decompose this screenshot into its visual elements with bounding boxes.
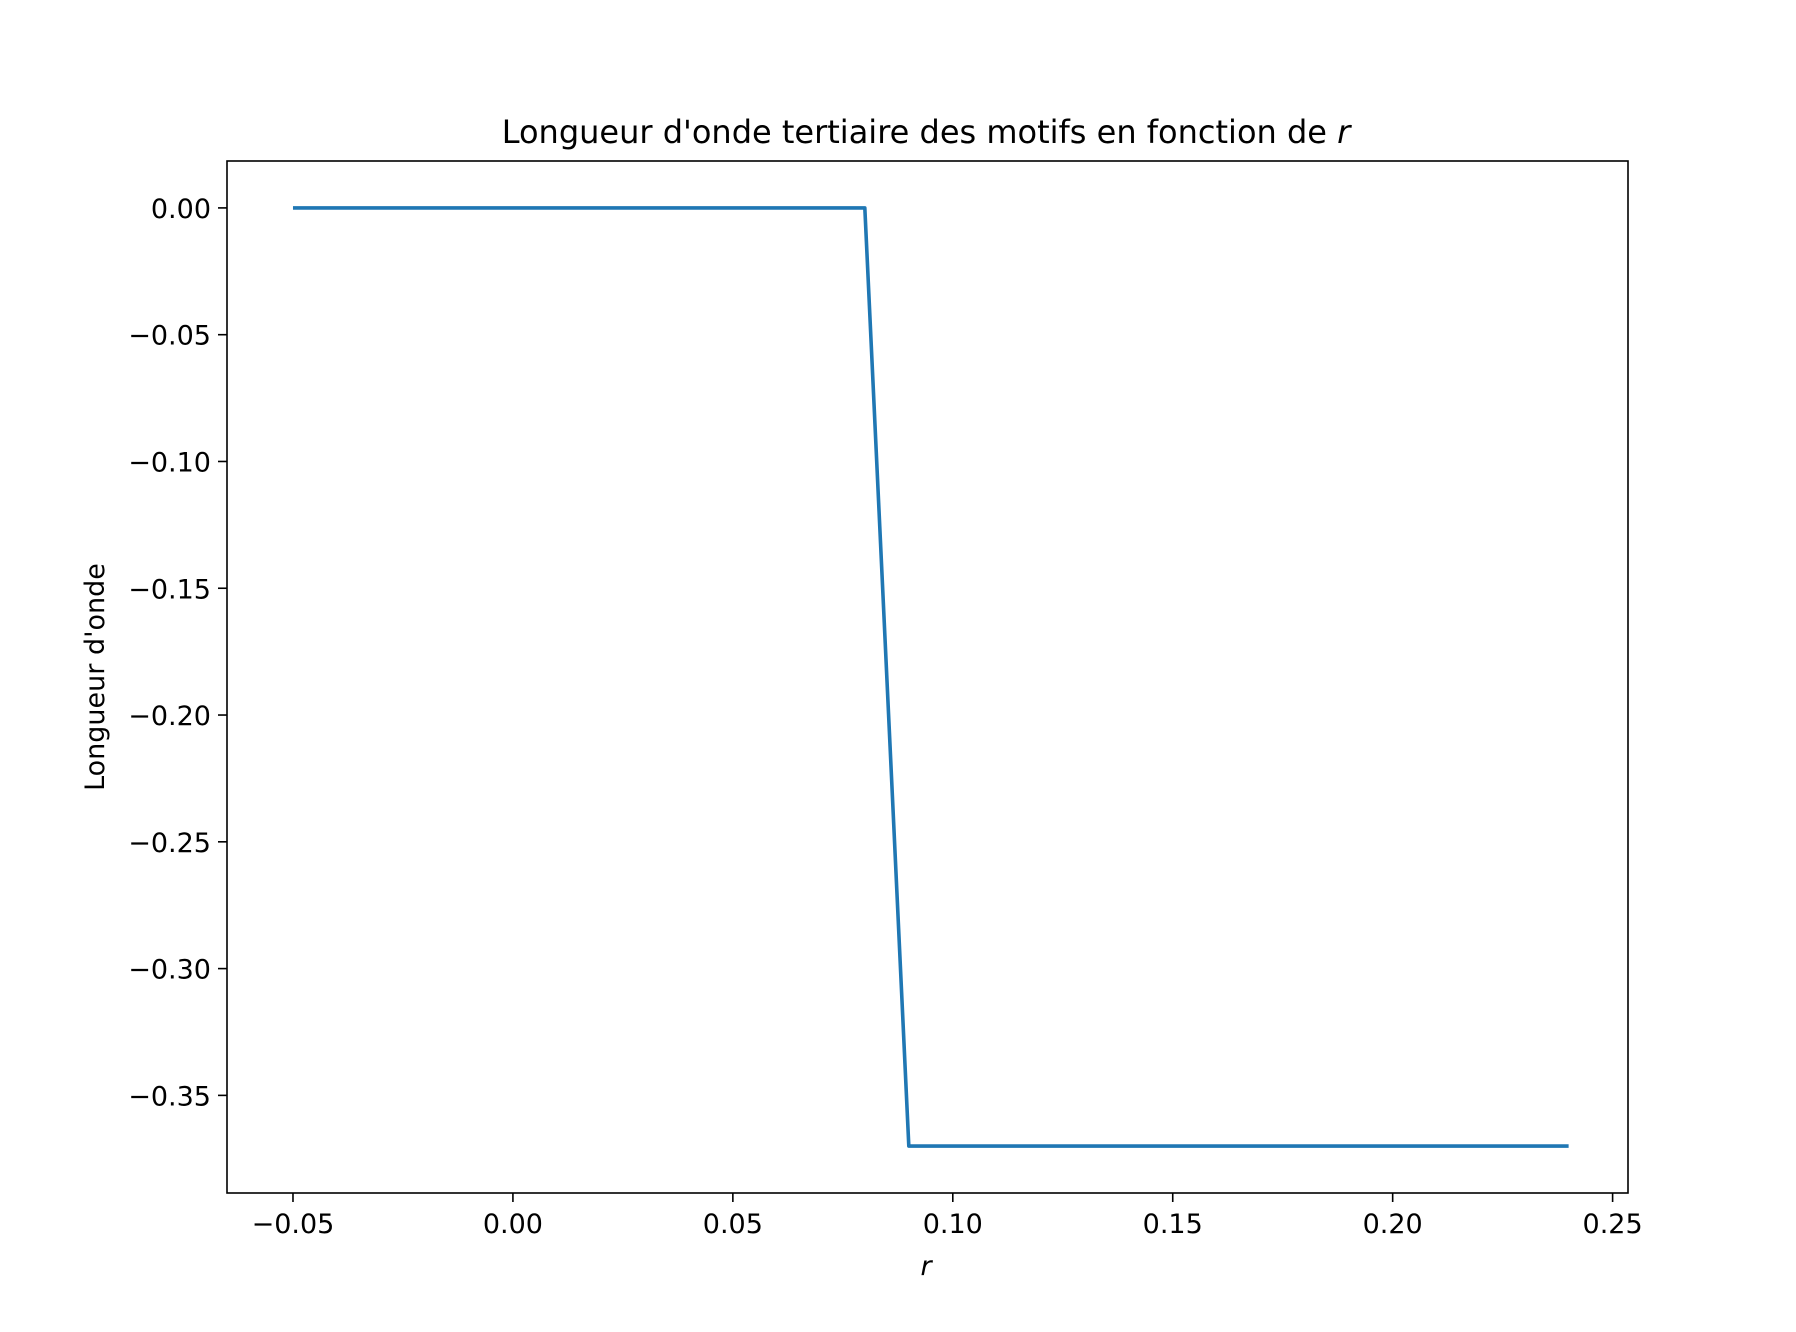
y-tick-label: −0.30 — [128, 955, 211, 986]
x-tick-label: 0.20 — [1363, 1209, 1423, 1240]
x-axis-label: r — [920, 1251, 933, 1282]
chart-title-variable: r — [1337, 113, 1352, 151]
x-tick-label: 0.05 — [703, 1209, 763, 1240]
chart-title: Longueur d'onde tertiaire des motifs en … — [502, 113, 1352, 151]
plot-frame — [226, 160, 1629, 1194]
x-tick-label: 0.00 — [483, 1209, 543, 1240]
x-tick-label: 0.10 — [923, 1209, 983, 1240]
x-tick-label: 0.25 — [1583, 1209, 1643, 1240]
plot-area-background — [227, 161, 1628, 1193]
series-line-0 — [292, 206, 1569, 1148]
y-tick-label: −0.05 — [128, 321, 211, 352]
x-tick-label: −0.05 — [252, 1209, 335, 1240]
y-tick-label: −0.15 — [128, 574, 211, 605]
series-layer — [292, 206, 1569, 1148]
chart-title-text: Longueur d'onde tertiaire des motifs en … — [502, 113, 1327, 151]
y-tick-label: −0.35 — [128, 1081, 211, 1112]
y-tick-label: −0.25 — [128, 828, 211, 859]
x-axis-ticks: −0.05 0.00 0.05 0.10 0.15 0.20 0.25 — [252, 1193, 1643, 1240]
y-tick-label: −0.20 — [128, 701, 211, 732]
y-tick-label: −0.10 — [128, 447, 211, 478]
y-axis-label: Longueur d'onde — [80, 563, 111, 791]
y-tick-label: 0.00 — [151, 194, 211, 225]
x-tick-label: 0.15 — [1143, 1209, 1203, 1240]
y-axis-ticks: 0.00 −0.05 −0.10 −0.15 −0.20 −0.25 −0.30 −0.35 — [128, 194, 227, 1112]
